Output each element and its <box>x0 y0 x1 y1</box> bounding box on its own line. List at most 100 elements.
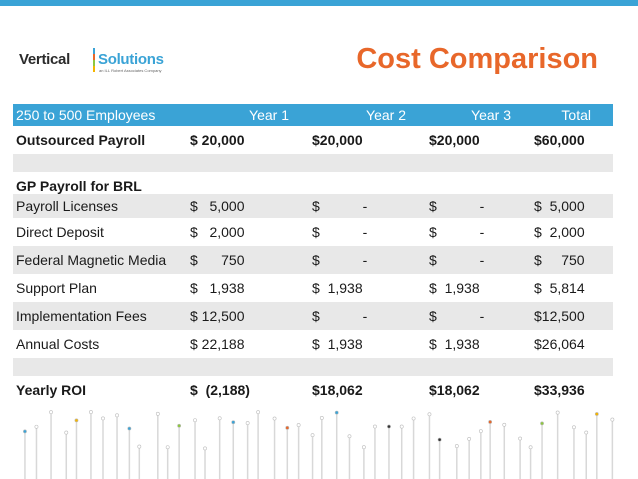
header-year-1: Year 1 <box>187 104 309 126</box>
cell-year-1: $ 2,000 <box>187 218 309 246</box>
table-row-yearly-roi: Yearly ROI $ (2,188) $18,062 $18,062 $33… <box>13 376 613 404</box>
decorative-pin-head <box>428 413 431 416</box>
decorative-pin-head <box>468 437 471 440</box>
cell-total: $60,000 <box>531 126 613 154</box>
slide-title: Cost Comparison <box>356 43 598 76</box>
cell-year-1: $ 12,500 <box>187 302 309 330</box>
logo-tagline: an ILL Robert Associates Company <box>99 68 162 73</box>
header-employees: 250 to 500 Employees <box>13 104 187 126</box>
cell-year-1: $ 750 <box>187 246 309 274</box>
decorative-pin-head <box>232 421 235 424</box>
table-spacer-row <box>13 154 613 172</box>
decorative-pin-head <box>311 434 314 437</box>
cell-year-1: $ 20,000 <box>187 126 309 154</box>
cell-total: $33,936 <box>531 376 613 404</box>
decorative-pin-head <box>362 446 365 449</box>
decorative-pin-head <box>65 431 68 434</box>
table-row-outsourced-payroll: Outsourced Payroll $ 20,000 $20,000 $20,… <box>13 126 613 154</box>
decorative-pin-head <box>556 411 559 414</box>
cell-year-3: $20,000 <box>426 126 531 154</box>
decorative-pin-head <box>503 423 506 426</box>
decorative-pin-head <box>540 422 543 425</box>
decorative-pin-head <box>320 416 323 419</box>
table-row-support-plan: Support Plan $ 1,938 $ 1,938 $ 1,938 $ 5… <box>13 274 613 302</box>
table-row-annual-costs: Annual Costs $ 22,188 $ 1,938 $ 1,938 $2… <box>13 330 613 358</box>
decorative-pin-head <box>23 430 26 433</box>
decorative-pin-head <box>455 444 458 447</box>
decorative-pin-head <box>297 423 300 426</box>
cell-total: $12,500 <box>531 302 613 330</box>
decorative-pin-head <box>387 425 390 428</box>
decorative-pin-head <box>585 431 588 434</box>
cell-year-3: $ - <box>426 218 531 246</box>
row-label: Support Plan <box>13 274 187 302</box>
row-label: Federal Magnetic Media <box>13 246 187 274</box>
cell-year-2: $ 1,938 <box>309 274 426 302</box>
header-year-3: Year 3 <box>426 104 531 126</box>
decorative-pin-head <box>218 417 221 420</box>
logo-word-solutions: Solutions <box>98 51 164 68</box>
cost-comparison-table: 250 to 500 Employees Year 1 Year 2 Year … <box>13 104 613 404</box>
decorative-pin-head <box>595 412 598 415</box>
cell-total: $26,064 <box>531 330 613 358</box>
decorative-pin-head <box>519 437 522 440</box>
decorative-pin-head <box>335 411 338 414</box>
decorative-pin-head <box>89 410 92 413</box>
cell-year-3: $ - <box>426 246 531 274</box>
cell-year-1: $ (2,188) <box>187 376 309 404</box>
decorative-pin-head <box>273 417 276 420</box>
decorative-pin-head <box>373 425 376 428</box>
cell-year-1: $ 22,188 <box>187 330 309 358</box>
cell-total: $ 5,814 <box>531 274 613 302</box>
cell-year-1: $ 1,938 <box>187 274 309 302</box>
cell-year-2: $ - <box>309 246 426 274</box>
table-row-payroll-licenses: Payroll Licenses $ 5,000 $ - $ - $ 5,000 <box>13 194 613 218</box>
decorative-pin-head <box>35 425 38 428</box>
decorative-pin-head <box>156 412 159 415</box>
decorative-pin-head <box>193 419 196 422</box>
company-logo: Vertical Solutions an ILL Robert Associa… <box>19 48 149 76</box>
cell-total: $ 5,000 <box>531 194 613 218</box>
table-row-direct-deposit: Direct Deposit $ 2,000 $ - $ - $ 2,000 <box>13 218 613 246</box>
decorative-pin-head <box>286 426 289 429</box>
cell-year-2: $20,000 <box>309 126 426 154</box>
decorative-pin-head <box>246 421 249 424</box>
decorative-pin-head <box>128 427 131 430</box>
decorative-pin-head <box>412 417 415 420</box>
cell-year-1: $ 5,000 <box>187 194 309 218</box>
top-accent-bar <box>0 0 638 6</box>
logo-word-vertical: Vertical <box>19 51 70 68</box>
cell-year-3: $ - <box>426 194 531 218</box>
decorative-pin-head <box>115 414 118 417</box>
cell-year-2: $ - <box>309 194 426 218</box>
row-label: Annual Costs <box>13 330 187 358</box>
table-section-gp-payroll: GP Payroll for BRL <box>13 172 613 194</box>
decorative-pin-head <box>400 425 403 428</box>
decorative-pin-head <box>166 446 169 449</box>
decorative-pin-head <box>572 426 575 429</box>
cell-year-3: $ - <box>426 302 531 330</box>
cell-total: $ 2,000 <box>531 218 613 246</box>
cell-year-3: $18,062 <box>426 376 531 404</box>
table-row-implementation-fees: Implementation Fees $ 12,500 $ - $ - $12… <box>13 302 613 330</box>
logo-divider <box>93 48 95 72</box>
header-total: Total <box>531 104 613 126</box>
cell-year-2: $ 1,938 <box>309 330 426 358</box>
cell-year-3: $ 1,938 <box>426 274 531 302</box>
decorative-pin-head <box>611 418 614 421</box>
cell-year-2: $ - <box>309 218 426 246</box>
cell-total: $ 750 <box>531 246 613 274</box>
row-label: Yearly ROI <box>13 376 187 404</box>
decorative-pin-head <box>178 424 181 427</box>
cell-year-2: $ - <box>309 302 426 330</box>
header-year-2: Year 2 <box>309 104 426 126</box>
row-label: Direct Deposit <box>13 218 187 246</box>
row-label: Implementation Fees <box>13 302 187 330</box>
decorative-pin-head <box>479 430 482 433</box>
row-label: Payroll Licenses <box>13 194 187 218</box>
decorative-pin-head <box>75 419 78 422</box>
decorative-pin-head <box>203 447 206 450</box>
table-header-row: 250 to 500 Employees Year 1 Year 2 Year … <box>13 104 613 126</box>
table-spacer-row <box>13 358 613 376</box>
cell-year-2: $18,062 <box>309 376 426 404</box>
